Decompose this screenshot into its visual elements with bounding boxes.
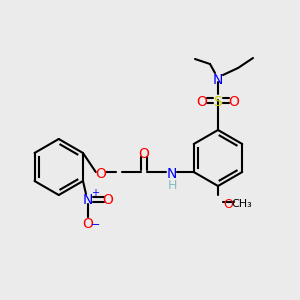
Text: N: N: [213, 73, 223, 86]
Text: N: N: [167, 167, 177, 181]
Text: O: O: [223, 198, 233, 211]
Text: H: H: [168, 179, 177, 192]
Text: +: +: [91, 188, 99, 198]
Text: O: O: [82, 217, 93, 230]
Text: O: O: [95, 167, 106, 181]
Text: O: O: [138, 146, 149, 161]
Text: N: N: [83, 194, 93, 208]
Text: S: S: [214, 94, 222, 109]
Text: −: −: [91, 220, 101, 230]
Text: O: O: [103, 194, 113, 208]
Text: CH₃: CH₃: [232, 199, 252, 209]
Text: O: O: [229, 94, 239, 109]
Text: O: O: [196, 94, 207, 109]
